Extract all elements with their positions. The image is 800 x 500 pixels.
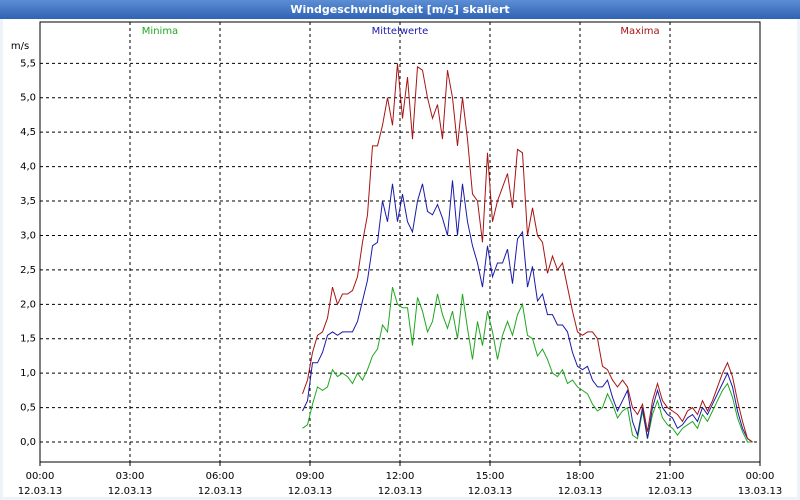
series-line	[302, 286, 753, 443]
y-tick-label: 3,5	[20, 196, 36, 207]
legend-entry: Mittelwerte	[372, 26, 429, 37]
y-tick-label: 1,5	[20, 334, 36, 345]
series-line	[302, 63, 753, 443]
series-line	[302, 180, 753, 443]
y-tick-label: 5,0	[20, 93, 36, 104]
x-tick-label: 21:00 12.03.13	[648, 471, 693, 497]
y-tick-label: 2,5	[20, 265, 36, 276]
y-tick-label: 5,5	[20, 58, 36, 69]
legend-entry: Minima	[142, 26, 178, 37]
x-tick-label: 00:00 13.03.13	[738, 471, 783, 497]
y-tick-label: 3,0	[20, 230, 36, 241]
window-title: Windgeschwindigkeit [m/s] skaliert	[290, 3, 509, 16]
y-tick-label: 2,0	[20, 299, 36, 310]
x-tick-label: 03:00 12.03.13	[108, 471, 153, 497]
x-tick-label: 06:00 12.03.13	[198, 471, 243, 497]
y-tick-label: 0,5	[20, 403, 36, 414]
y-tick-label: 4,0	[20, 162, 36, 173]
title-bar	[0, 0, 800, 19]
y-axis-label: m/s	[11, 41, 29, 52]
x-tick-label: 15:00 12.03.13	[468, 471, 513, 497]
x-tick-label: 00:00 12.03.13	[18, 471, 63, 497]
y-tick-label: 0,0	[20, 437, 36, 448]
x-tick-label: 09:00 12.03.13	[288, 471, 333, 497]
y-tick-label: 4,5	[20, 127, 36, 138]
x-tick-label: 12:00 12.03.13	[378, 471, 423, 497]
x-tick-label: 18:00 12.03.13	[558, 471, 603, 497]
y-tick-label: 1,0	[20, 368, 36, 379]
legend-entry: Maxima	[620, 26, 659, 37]
